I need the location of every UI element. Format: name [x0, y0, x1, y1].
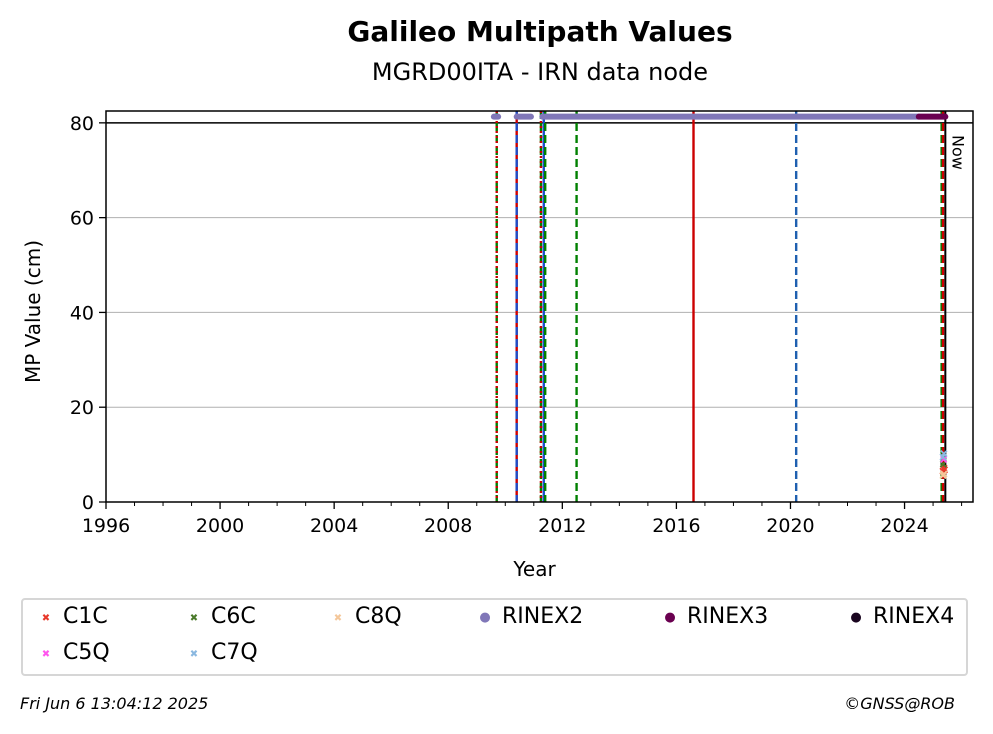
legend-item-c7q: ✖ C7Q [187, 640, 258, 665]
legend-item-c6c: ✖ C6C [187, 604, 256, 629]
legend-marker-icon: ✖ [189, 613, 199, 624]
legend-marker-icon: ✖ [333, 613, 343, 624]
x-tick-label: 2004 [310, 515, 358, 537]
legend-marker-icon: ✖ [41, 613, 51, 624]
legend-label: C7Q [211, 640, 258, 665]
x-tick-label: 2012 [538, 515, 586, 537]
legend-label: C1C [63, 604, 108, 629]
legend-item-rinex2: ● RINEX2 [478, 604, 583, 629]
series-c7q-point [940, 450, 948, 458]
legend-label: C8Q [355, 604, 402, 629]
chart-title: Galileo Multipath Values [347, 15, 733, 48]
legend: ✖ C1C ✖ C6C ✖ C8Q ● RINEX2 ● RINEX3 ● RINEX4 ✖ C5Q ✖ C7… [21, 598, 968, 676]
x-tick-label: 2020 [766, 515, 814, 537]
chart-subtitle: MGRD00ITA - IRN data node [371, 58, 709, 86]
legend-label: C6C [211, 604, 256, 629]
x-tick-label: 1996 [82, 515, 130, 537]
x-tick-label: 2016 [652, 515, 700, 537]
legend-marker-icon: ✖ [41, 649, 51, 660]
legend-label: RINEX4 [873, 604, 955, 629]
x-tick-label: 2024 [880, 515, 928, 537]
legend-label: RINEX2 [502, 604, 584, 629]
legend-item-c8q: ✖ C8Q [331, 604, 402, 629]
y-tick-label: 60 [70, 208, 94, 230]
y-tick-label: 20 [70, 397, 94, 419]
y-tick-label: 0 [82, 492, 94, 514]
legend-marker-icon: ● [479, 610, 491, 625]
legend-marker-icon: ● [664, 610, 676, 625]
multipath-chart: Now 1996 2000 2004 2008 2012 2016 2020 2024 0 20 40… [21, 110, 974, 581]
x-tick-label: 2000 [196, 515, 244, 537]
footer-timestamp: Fri Jun 6 13:04:12 2025 [20, 694, 209, 713]
plot-frame [105, 110, 974, 503]
x-tick-label: 2008 [424, 515, 472, 537]
x-axis-label: Year [512, 557, 556, 581]
legend-item-c1c: ✖ C1C [39, 604, 108, 629]
series-c8q-point [940, 470, 948, 478]
legend-item-rinex4: ● RINEX4 [849, 604, 954, 629]
y-axis-label: MP Value (cm) [21, 240, 45, 383]
legend-marker-icon: ✖ [189, 649, 199, 660]
y-tick-label: 40 [70, 302, 94, 324]
legend-label: C5Q [63, 640, 110, 665]
now-label: Now [948, 135, 967, 170]
legend-item-rinex3: ● RINEX3 [663, 604, 768, 629]
y-tick-label: 80 [70, 113, 94, 135]
legend-item-c5q: ✖ C5Q [39, 640, 110, 665]
legend-label: RINEX3 [687, 604, 769, 629]
footer-credit: ©GNSS@ROB [844, 694, 955, 713]
legend-marker-icon: ● [850, 610, 862, 625]
